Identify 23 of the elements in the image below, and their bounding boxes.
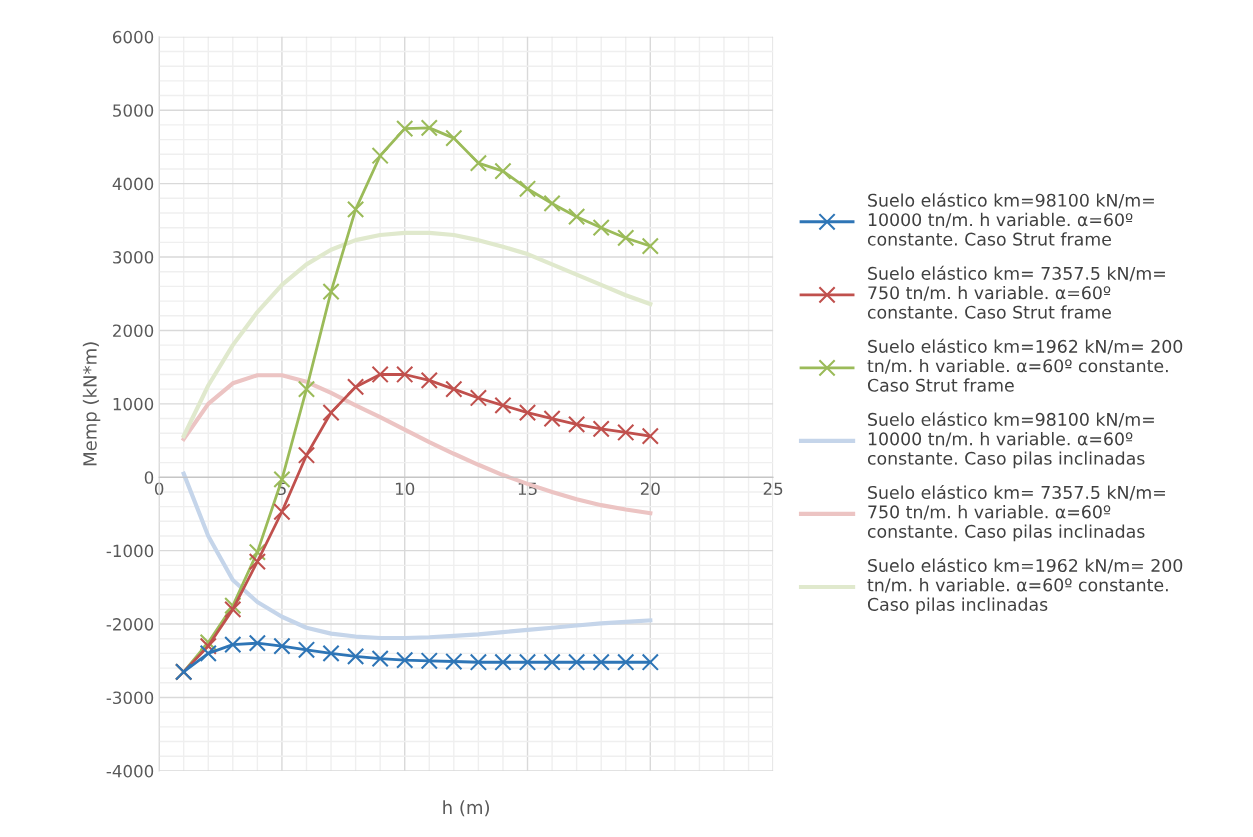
x-axis-title: h (m) [443,800,489,817]
y-tick-label: 5000 [113,104,154,117]
x-tick-label: 0 [154,482,164,496]
legend-label: Suelo elástico km=98100 kN/m= 10000 tn/m. h variable. α=60º constante. Caso Strut frame [867,192,1154,246]
y-tick-label: -2000 [106,618,154,631]
legend-label: Suelo elástico km= 7357.5 kN/m= 750 tn/m. h variable. α=60º constante. Caso pilas inclinadas [867,484,1165,542]
y-tick-label: 6000 [113,30,154,44]
x-tick-label: 25 [763,482,783,496]
x-tick-label: 10 [395,482,415,496]
y-tick-label: 4000 [112,177,154,191]
y-tick-label: 0 [144,471,154,484]
legend-label: Suelo elástico km= 7357.5 kN/m= 750 tn/m. h variable. α=60º constante. Caso Strut frame [867,265,1165,319]
y-tick-label: -4000 [106,764,154,778]
y-tick-label: -1000 [106,544,154,558]
legend-label: Suelo elástico km=1962 kN/m= 200 tn/m. h variable. α=60º constante. Caso pilas inclinadas [867,557,1183,615]
y-axis-title: Memp (kN*m) [82,342,101,466]
x-tick-label: 20 [640,482,660,496]
y-tick-label: 2000 [113,324,154,338]
y-tick-label: 3000 [113,251,154,264]
y-tick-label: -3000 [106,691,154,705]
legend-label: Suelo elástico km=1962 kN/m= 200 tn/m. h variable. α=60º constante. Caso Strut frame [867,338,1183,392]
legend-label: Suelo elástico km=98100 kN/m= 10000 tn/m. h variable. α=60º constante. Caso pilas inclinadas [867,411,1154,469]
y-tick-label: 1000 [113,397,154,411]
